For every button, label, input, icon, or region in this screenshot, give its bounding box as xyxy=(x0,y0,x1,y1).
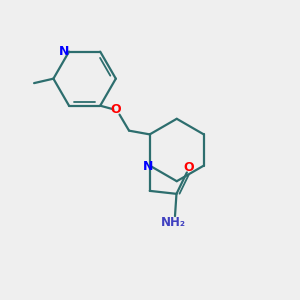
Text: N: N xyxy=(58,45,69,58)
Text: O: O xyxy=(183,160,194,174)
Text: N: N xyxy=(143,160,153,173)
Text: NH₂: NH₂ xyxy=(161,216,186,229)
Text: O: O xyxy=(110,103,121,116)
